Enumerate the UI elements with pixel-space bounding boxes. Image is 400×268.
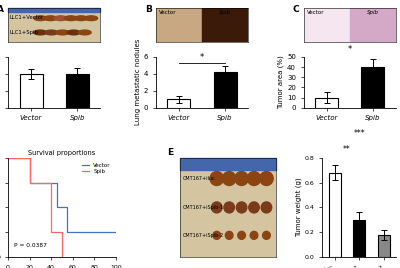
Text: LLC1+Vector: LLC1+Vector <box>10 15 44 20</box>
Circle shape <box>260 172 273 185</box>
Circle shape <box>45 30 58 35</box>
Bar <box>350 8 396 42</box>
Circle shape <box>74 16 88 21</box>
Circle shape <box>54 16 67 21</box>
Text: **: ** <box>343 145 351 154</box>
Text: Spib: Spib <box>219 10 231 15</box>
Text: Spib: Spib <box>367 10 379 15</box>
Bar <box>180 158 276 170</box>
Text: CMT167+iSpib-1: CMT167+iSpib-1 <box>182 205 224 210</box>
Bar <box>156 8 202 42</box>
Text: CMT167+iluc: CMT167+iluc <box>182 176 215 181</box>
Bar <box>353 220 365 257</box>
Text: E: E <box>167 148 173 157</box>
Bar <box>66 74 89 108</box>
Legend: Vector, Spib: Vector, Spib <box>80 160 113 176</box>
Text: C: C <box>292 5 299 14</box>
Bar <box>202 8 248 42</box>
Circle shape <box>210 172 224 185</box>
Circle shape <box>250 231 258 239</box>
Text: P = 0.0387: P = 0.0387 <box>14 243 47 248</box>
Circle shape <box>85 16 98 21</box>
Bar <box>8 8 100 12</box>
Text: *: * <box>200 53 204 62</box>
Circle shape <box>56 30 69 35</box>
Title: Survival proportions: Survival proportions <box>28 150 96 156</box>
Circle shape <box>44 16 57 21</box>
Y-axis label: Tumor area (%): Tumor area (%) <box>278 55 284 109</box>
Text: ***: *** <box>354 129 365 138</box>
Circle shape <box>235 172 248 185</box>
Circle shape <box>64 16 77 21</box>
Circle shape <box>78 30 91 35</box>
Circle shape <box>34 30 47 35</box>
Bar <box>214 72 237 108</box>
Circle shape <box>212 202 222 213</box>
Circle shape <box>249 202 259 213</box>
Circle shape <box>222 172 236 185</box>
Bar <box>20 74 43 108</box>
Circle shape <box>238 231 246 239</box>
Circle shape <box>261 202 272 213</box>
Text: A: A <box>0 5 4 14</box>
Bar <box>329 173 341 257</box>
Text: *: * <box>348 45 352 54</box>
Text: CMT167+iSpib-2: CMT167+iSpib-2 <box>182 233 224 238</box>
Circle shape <box>225 231 233 239</box>
Bar <box>167 99 190 108</box>
Bar <box>315 98 338 108</box>
Bar <box>304 8 350 42</box>
Circle shape <box>34 16 47 21</box>
Text: Vector: Vector <box>307 10 324 15</box>
Y-axis label: Lung metastatic nodules: Lung metastatic nodules <box>135 39 141 125</box>
Text: Vector: Vector <box>159 10 176 15</box>
Circle shape <box>224 202 234 213</box>
Text: LLC1+Spib: LLC1+Spib <box>10 30 39 35</box>
Bar <box>361 67 384 108</box>
Circle shape <box>67 30 80 35</box>
Circle shape <box>247 172 261 185</box>
Bar <box>378 235 390 257</box>
Circle shape <box>263 231 270 239</box>
Y-axis label: Tumor weight (g): Tumor weight (g) <box>296 178 302 237</box>
Text: B: B <box>145 5 152 14</box>
Circle shape <box>236 202 247 213</box>
Circle shape <box>213 231 220 239</box>
